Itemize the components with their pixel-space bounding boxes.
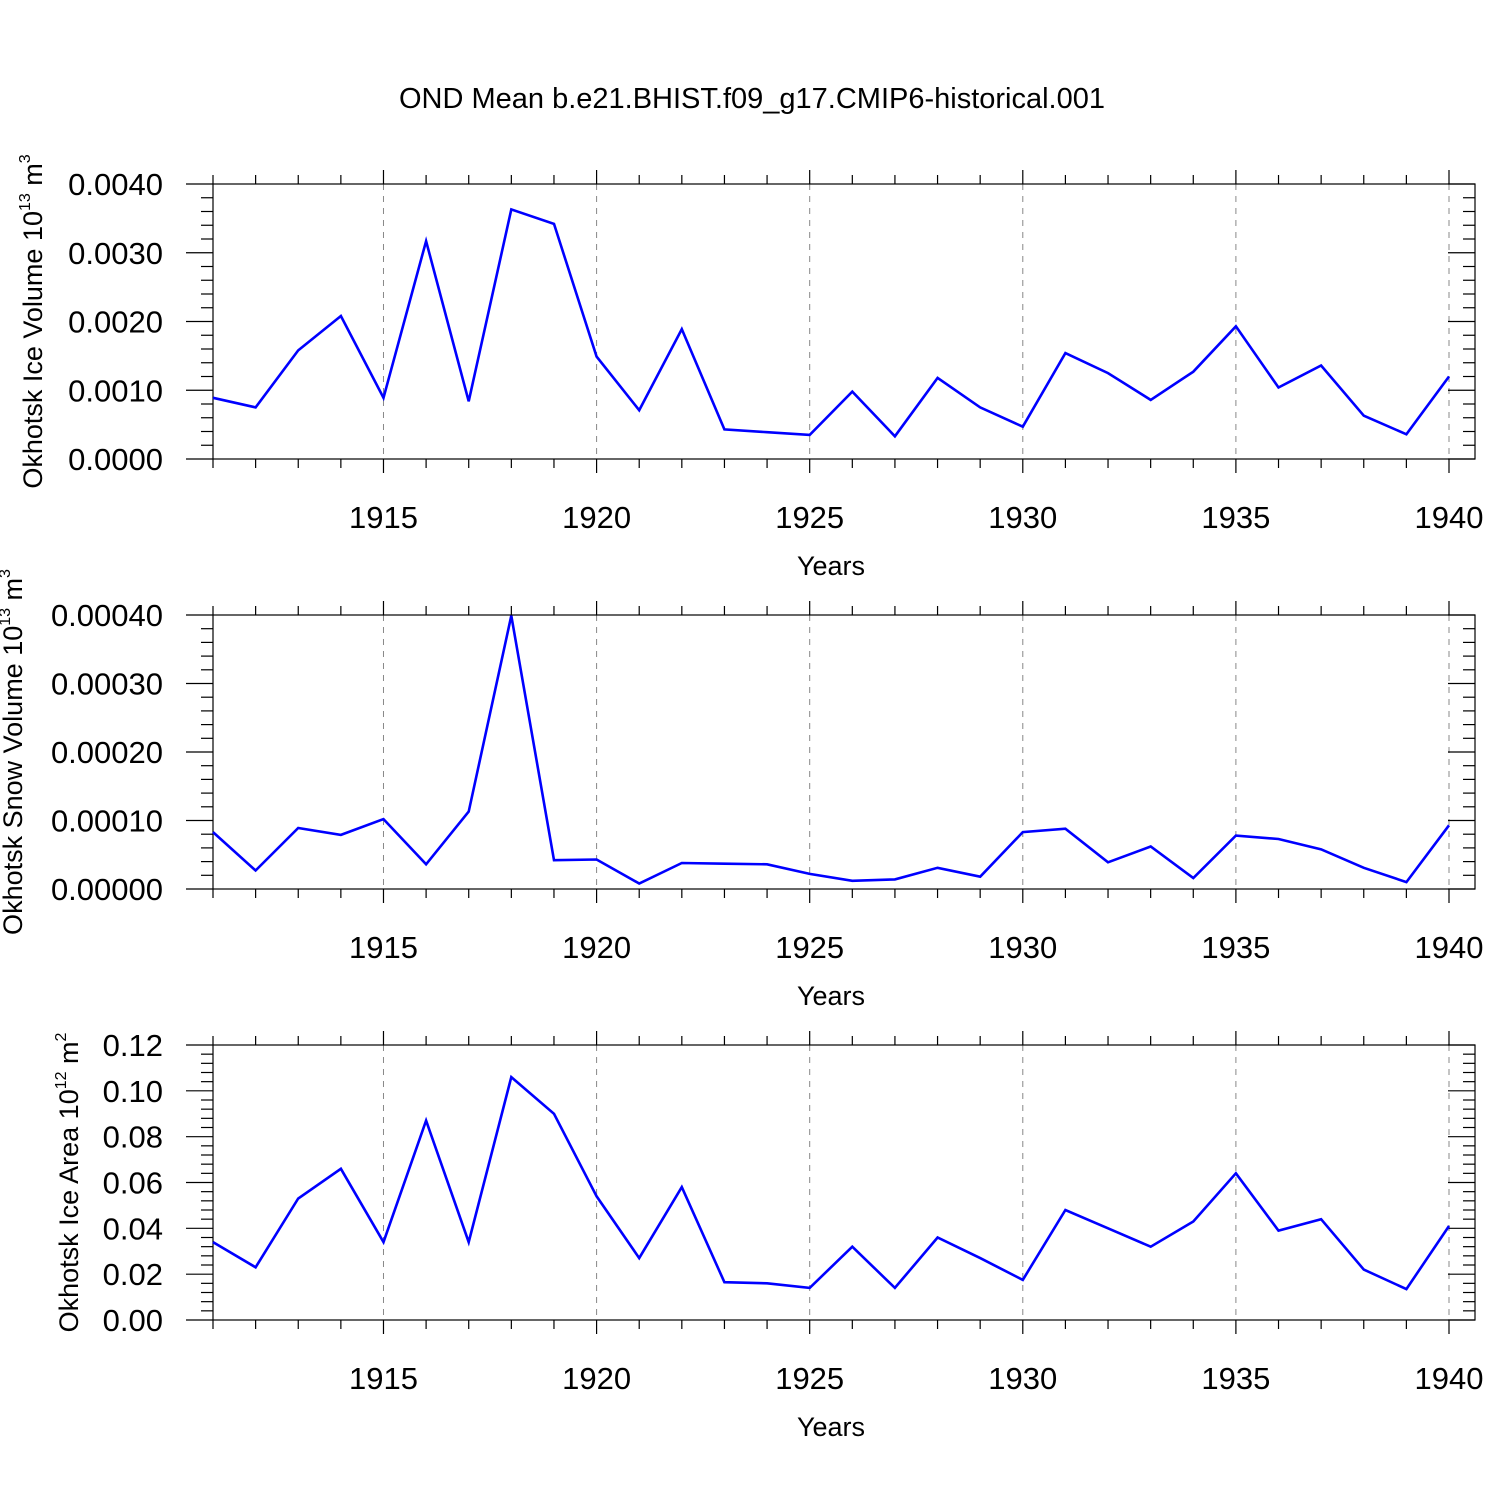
y-axis-label: Okhotsk Snow Volume 1013 m3 <box>0 569 28 935</box>
x-tick-label: 1920 <box>562 500 631 535</box>
y-tick-label: 0.06 <box>103 1166 163 1201</box>
y-tick-label: 0.10 <box>103 1074 163 1109</box>
x-tick-label: 1915 <box>349 1361 418 1396</box>
y-axis-label: Okhotsk Ice Volume 1013 m3 <box>17 154 48 488</box>
plot-frame <box>212 614 1476 890</box>
x-axis-label: Years <box>797 981 865 1011</box>
y-tick-label: 0.00000 <box>51 872 163 907</box>
y-tick-label: 0.12 <box>103 1028 163 1063</box>
y-tick-label: 0.0000 <box>68 442 163 477</box>
chart-panel-1: 0.0000 0.0010 0.0020 0.0030 0.0040 1915 1920 19… <box>17 154 1483 581</box>
x-tick-label: 1925 <box>775 1361 844 1396</box>
y-tick-label: 0.0030 <box>68 236 163 271</box>
x-tick-label: 1915 <box>349 930 418 965</box>
x-tick-label: 1940 <box>1415 500 1484 535</box>
plot-frame <box>212 183 1476 460</box>
x-tick-label: 1935 <box>1201 500 1270 535</box>
x-tick-label: 1915 <box>349 500 418 535</box>
chart-panel-3: 0.00 0.02 0.04 0.06 0.08 0.10 0.12 1915 1920 1925… <box>53 1028 1483 1442</box>
y-tick-label: 0.00030 <box>51 667 163 702</box>
chart-panels: 0.0000 0.0010 0.0020 0.0030 0.0040 1915 1920 19… <box>0 154 1483 1442</box>
y-tick-label: 0.02 <box>103 1257 163 1292</box>
series-line <box>212 1074 1451 1291</box>
y-tick-label: 0.00020 <box>51 735 163 770</box>
x-tick-label: 1940 <box>1415 930 1484 965</box>
y-tick-label: 0.08 <box>103 1120 163 1155</box>
series-line <box>212 615 1451 885</box>
y-tick-label: 0.0020 <box>68 305 163 340</box>
x-tick-label: 1930 <box>988 1361 1057 1396</box>
x-tick-label: 1935 <box>1201 930 1270 965</box>
y-tick-label: 0.0040 <box>68 167 163 202</box>
x-tick-label: 1925 <box>775 930 844 965</box>
y-axis-label: Okhotsk Ice Area 1012 m2 <box>53 1032 84 1332</box>
x-tick-label: 1940 <box>1415 1361 1484 1396</box>
x-tick-label: 1930 <box>988 500 1057 535</box>
x-tick-label: 1920 <box>562 1361 631 1396</box>
series-line <box>212 207 1451 439</box>
figure-title: OND Mean b.e21.BHIST.f09_g17.CMIP6-histo… <box>399 83 1105 115</box>
plot-frame <box>212 1044 1476 1321</box>
x-tick-label: 1930 <box>988 930 1057 965</box>
chart-panel-2: 0.00000 0.00010 0.00020 0.00030 0.00040 1915 1… <box>0 569 1483 1011</box>
x-tick-label: 1920 <box>562 930 631 965</box>
x-tick-label: 1925 <box>775 500 844 535</box>
y-tick-label: 0.00010 <box>51 804 163 839</box>
y-tick-label: 0.0010 <box>68 373 163 408</box>
x-axis-label: Years <box>797 551 865 581</box>
y-tick-label: 0.00 <box>103 1303 163 1338</box>
y-tick-label: 0.00040 <box>51 598 163 633</box>
y-tick-label: 0.04 <box>103 1211 163 1246</box>
x-tick-label: 1935 <box>1201 1361 1270 1396</box>
x-axis-label: Years <box>797 1412 865 1442</box>
